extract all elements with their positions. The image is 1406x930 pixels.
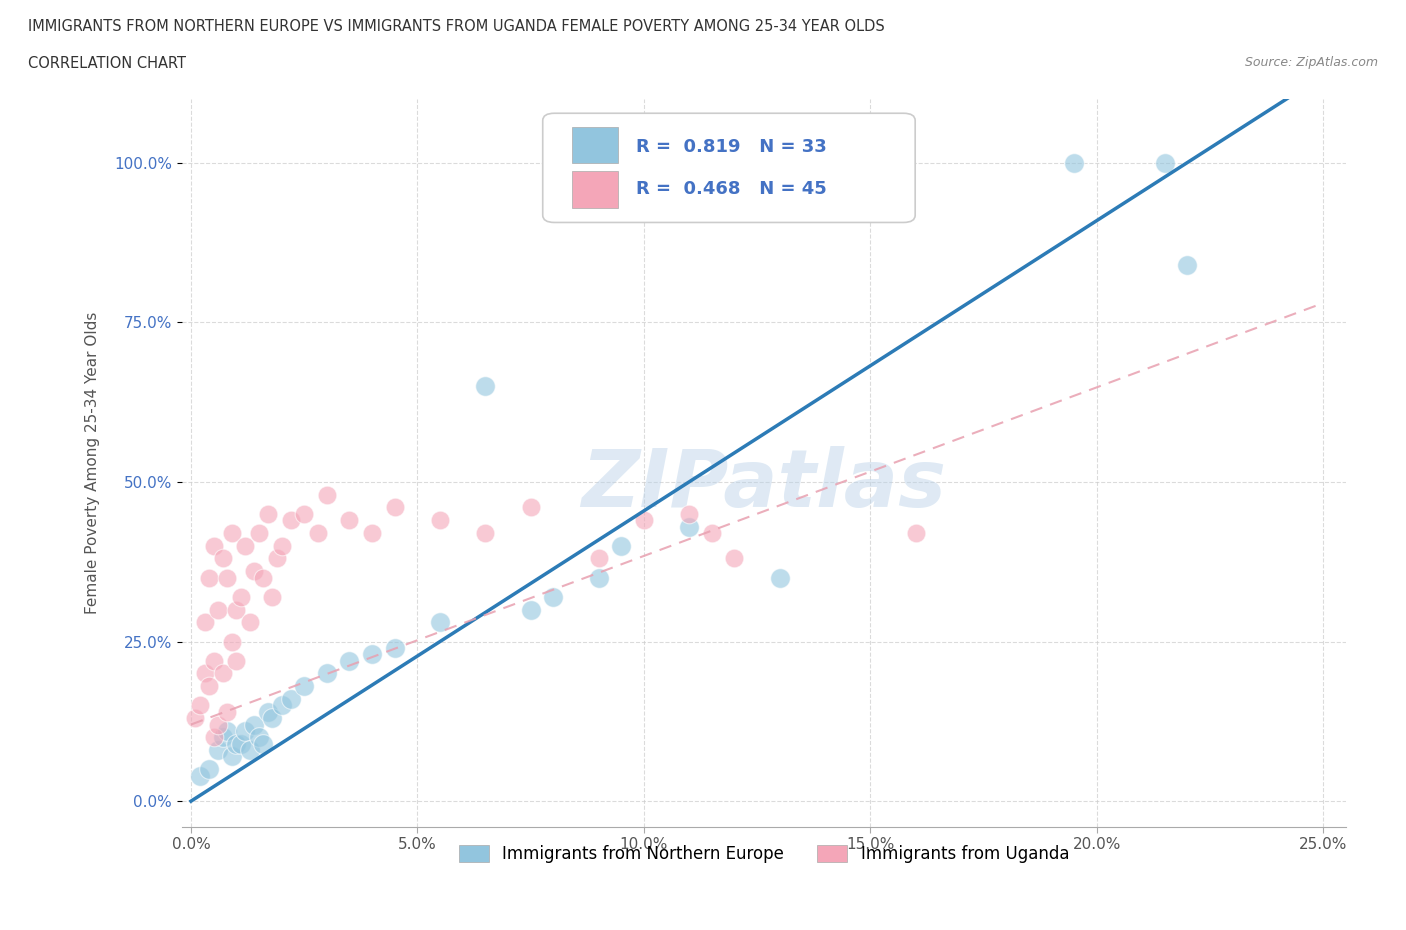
Text: ZIPatlas: ZIPatlas [581, 445, 946, 524]
Point [588, 551, 610, 566]
Point [769, 570, 792, 585]
Point [188, 768, 211, 783]
Point [280, 692, 302, 707]
Point [700, 525, 723, 540]
Point [229, 590, 252, 604]
Point [247, 525, 270, 540]
Point [221, 634, 243, 649]
Point [198, 762, 221, 777]
Point [384, 500, 406, 515]
Point [257, 704, 280, 719]
Point [202, 730, 225, 745]
Point [252, 737, 274, 751]
Point [262, 711, 284, 725]
Point [252, 570, 274, 585]
Text: CORRELATION CHART: CORRELATION CHART [28, 56, 186, 71]
Point [225, 602, 247, 617]
Point [211, 666, 233, 681]
Point [678, 519, 700, 534]
Point [1063, 155, 1085, 170]
Point [193, 666, 215, 681]
Text: R =  0.468   N = 45: R = 0.468 N = 45 [636, 179, 827, 198]
Point [610, 538, 633, 553]
Point [266, 551, 288, 566]
Bar [572, 171, 619, 207]
Text: R =  0.819   N = 33: R = 0.819 N = 33 [636, 138, 827, 156]
Point [1153, 155, 1175, 170]
Point [207, 717, 229, 732]
Point [188, 698, 211, 712]
Point [221, 749, 243, 764]
Point [429, 512, 451, 527]
Text: Source: ZipAtlas.com: Source: ZipAtlas.com [1244, 56, 1378, 69]
Point [270, 698, 292, 712]
Point [184, 711, 207, 725]
Point [361, 525, 384, 540]
Legend: Immigrants from Northern Europe, Immigrants from Uganda: Immigrants from Northern Europe, Immigra… [451, 838, 1076, 870]
Point [519, 602, 541, 617]
Y-axis label: Female Poverty Among 25-34 Year Olds: Female Poverty Among 25-34 Year Olds [86, 312, 100, 614]
Point [270, 538, 292, 553]
Point [211, 551, 233, 566]
Point [198, 570, 221, 585]
Point [207, 743, 229, 758]
Text: IMMIGRANTS FROM NORTHERN EUROPE VS IMMIGRANTS FROM UGANDA FEMALE POVERTY AMONG 2: IMMIGRANTS FROM NORTHERN EUROPE VS IMMIG… [28, 19, 884, 33]
Point [217, 724, 239, 738]
Point [233, 724, 256, 738]
Bar [572, 126, 619, 163]
Point [543, 590, 565, 604]
Point [519, 500, 541, 515]
Point [678, 506, 700, 521]
Point [243, 717, 266, 732]
Point [257, 506, 280, 521]
Point [474, 525, 496, 540]
Point [384, 641, 406, 656]
Point [221, 525, 243, 540]
Point [229, 737, 252, 751]
Point [429, 615, 451, 630]
Point [474, 379, 496, 393]
Point [193, 615, 215, 630]
Point [207, 602, 229, 617]
Point [198, 679, 221, 694]
Point [633, 512, 655, 527]
Point [217, 704, 239, 719]
Point [723, 551, 745, 566]
Point [225, 737, 247, 751]
Point [202, 653, 225, 668]
Point [315, 487, 337, 502]
Point [307, 525, 329, 540]
Point [211, 730, 233, 745]
Point [233, 538, 256, 553]
Point [1175, 258, 1198, 272]
Point [262, 590, 284, 604]
Point [292, 506, 315, 521]
Point [904, 525, 927, 540]
Point [247, 730, 270, 745]
Point [225, 653, 247, 668]
Point [280, 512, 302, 527]
Point [361, 647, 384, 662]
Point [315, 666, 337, 681]
Point [243, 564, 266, 578]
Point [239, 615, 262, 630]
Point [292, 679, 315, 694]
Point [588, 570, 610, 585]
Point [217, 570, 239, 585]
Point [239, 743, 262, 758]
Point [202, 538, 225, 553]
Point [339, 653, 361, 668]
Point [339, 512, 361, 527]
FancyBboxPatch shape [543, 113, 915, 222]
